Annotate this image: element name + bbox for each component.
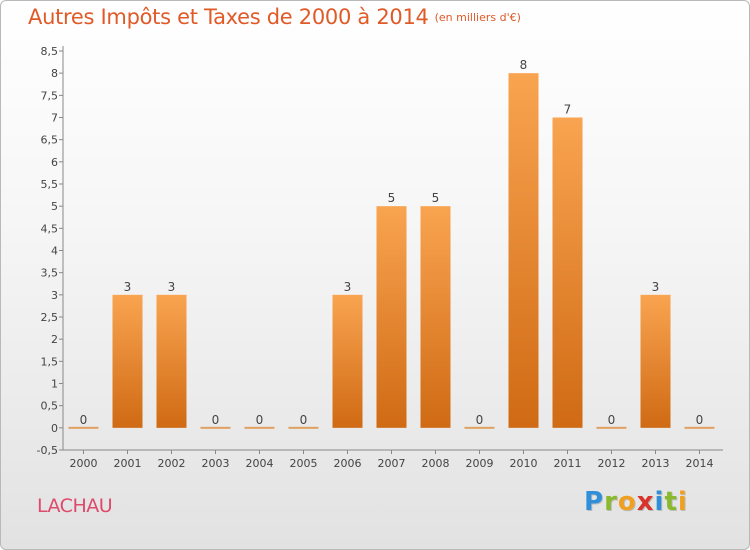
bar [156, 294, 187, 428]
chart-title: Autres Impôts et Taxes de 2000 à 2014 [28, 5, 429, 29]
data-label: 3 [168, 280, 176, 294]
x-tick-label: 2014 [686, 457, 714, 470]
bar [640, 294, 671, 428]
data-label: 0 [696, 413, 704, 427]
data-label: 3 [652, 280, 660, 294]
data-label: 0 [256, 413, 264, 427]
y-tick-label: 4 [51, 245, 58, 258]
y-tick-label: 3,5 [41, 267, 59, 280]
location-label: LACHAU [37, 495, 113, 517]
bar [288, 426, 319, 429]
data-label: 0 [300, 413, 308, 427]
bar [508, 73, 539, 428]
logo-letter: x [636, 487, 655, 517]
y-tick-label: 5,5 [41, 178, 59, 191]
bar [68, 426, 99, 429]
bar [684, 426, 715, 429]
data-label: 3 [124, 280, 132, 294]
y-tick-label: 7 [51, 112, 58, 125]
x-tick-label: 2007 [378, 457, 406, 470]
data-label: 0 [608, 413, 616, 427]
y-tick-label: 3 [51, 289, 58, 302]
y-tick-label: 6,5 [41, 134, 59, 147]
proxiti-logo: Proxiti [584, 487, 688, 517]
x-tick-label: 2003 [202, 457, 230, 470]
logo-letter: P [584, 487, 605, 517]
x-tick-label: 2012 [598, 457, 626, 470]
logo-letter: t [664, 487, 678, 517]
y-tick-label: 6 [51, 156, 58, 169]
data-label: 8 [520, 58, 528, 72]
x-tick-label: 2013 [642, 457, 670, 470]
data-label: 7 [564, 103, 572, 117]
bar [332, 294, 363, 428]
data-label: 5 [388, 191, 396, 205]
logo-letter: r [604, 487, 618, 517]
y-tick-label: 0,5 [41, 400, 59, 413]
y-tick-label: 1,5 [41, 355, 59, 368]
x-tick-label: 2006 [334, 457, 362, 470]
bar [112, 294, 143, 428]
x-tick-label: 2010 [510, 457, 538, 470]
logo-letter: i [654, 487, 665, 517]
bar [244, 426, 275, 429]
data-label: 0 [212, 413, 220, 427]
data-label: 5 [432, 191, 440, 205]
data-label: 0 [476, 413, 484, 427]
data-label: 0 [80, 413, 88, 427]
x-tick-label: 2011 [554, 457, 582, 470]
data-label: 3 [344, 280, 352, 294]
x-tick-label: 2000 [70, 457, 98, 470]
chart-subtitle: (en milliers d'€) [434, 11, 521, 24]
bar [552, 117, 583, 428]
y-tick-label: 5 [51, 200, 58, 213]
bar [420, 206, 451, 428]
bar [464, 426, 495, 429]
x-tick-label: 2008 [422, 457, 450, 470]
y-tick-label: 1 [51, 378, 58, 391]
y-tick-label: -0,5 [37, 444, 58, 457]
logo-letter: o [617, 487, 637, 517]
y-tick-label: 8 [51, 67, 58, 80]
bar [200, 426, 231, 429]
logo-letter: i [677, 487, 688, 517]
y-tick-label: 4,5 [41, 222, 59, 235]
x-tick-label: 2004 [246, 457, 274, 470]
y-tick-label: 8,5 [41, 45, 59, 58]
bar [596, 426, 627, 429]
y-tick-label: 7,5 [41, 89, 59, 102]
x-tick-label: 2009 [466, 457, 494, 470]
y-tick-label: 2,5 [41, 311, 59, 324]
y-tick-label: 0 [51, 422, 58, 435]
x-tick-label: 2005 [290, 457, 318, 470]
chart-title-block: Autres Impôts et Taxes de 2000 à 2014 (en… [28, 5, 521, 29]
x-tick-label: 2001 [114, 457, 142, 470]
y-tick-label: 2 [51, 333, 58, 346]
bar [376, 206, 407, 428]
x-tick-label: 2002 [158, 457, 186, 470]
